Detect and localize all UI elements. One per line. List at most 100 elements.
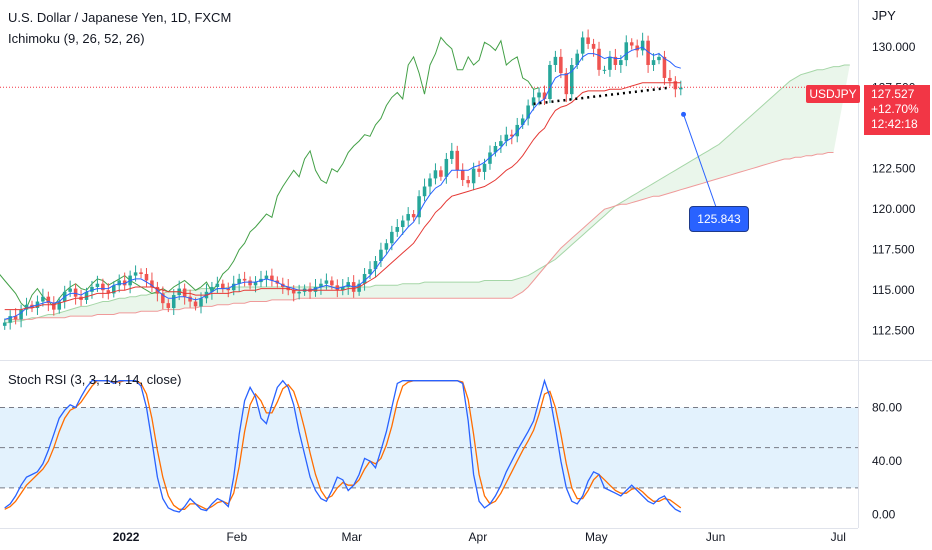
candle-body [493,145,498,153]
price-tick-label: 115.000 [872,283,915,297]
candle-body [417,196,421,218]
candle-body [537,92,541,98]
candle-body [629,42,634,46]
price-readout: 127.527 +12.70% 12:42:18 [864,85,930,135]
candle-body [422,186,427,197]
candle-body [270,275,274,281]
candle-body [357,283,361,292]
time-tick-label: Jun [706,530,725,544]
candle-body [640,40,645,51]
candle-body [646,40,650,65]
candle-body [264,275,269,279]
candle-body [340,286,345,291]
candle-body [161,293,165,304]
candle-body [237,278,241,284]
symbol-badge: USDJPY [806,85,860,103]
price-badge: USDJPY [806,85,862,135]
candle-body [635,45,639,51]
price-tick-label: 117.500 [872,243,915,257]
annotation-pointer [683,114,717,208]
candle-body [248,280,252,286]
candle-body [542,92,547,100]
time-tick-label: May [585,530,608,544]
price-tick-label: 120.000 [872,202,916,216]
price-annotation-label[interactable]: 125.843 [689,206,749,232]
candle-body [319,283,323,287]
candle-body [291,290,296,294]
time-tick-label: Jul [831,530,846,544]
candle-body [651,60,656,65]
stoch-rsi-pane[interactable] [0,378,858,513]
currency-label: JPY [872,8,896,23]
price-pane[interactable] [0,29,858,330]
candle-body [384,243,389,250]
time-tick-label: 2022 [113,530,140,544]
time-tick-label: Apr [469,530,488,544]
candle-body [193,301,198,307]
price-tick-label: 112.500 [872,324,915,338]
candle-body [188,296,192,302]
candle-body [488,152,492,164]
candle-body [504,134,509,142]
stoch-rsi-legend[interactable]: Stoch RSI (3, 3, 14, 14, close) [8,372,182,387]
candle-body [520,118,525,125]
candle-body [395,227,400,232]
candle-body [57,301,62,310]
percent-change: +12.70% [871,102,919,116]
candle-body [482,163,487,172]
candle-body [150,280,154,287]
rsi-tick-label: 0.00 [872,508,896,522]
candle-body [553,56,558,65]
ichimoku-legend[interactable]: Ichimoku (9, 26, 52, 26) [8,31,145,46]
candle-body [673,81,678,90]
chikou-span-line [0,36,540,309]
last-price: 127.527 [871,87,915,101]
candle-body [575,53,579,65]
candle-body [106,290,111,294]
candle-body [73,288,78,297]
trendline-dotted[interactable] [533,86,671,106]
candle-body [324,280,329,284]
candle-body [379,249,383,262]
candle-body [586,37,590,44]
candle-body [101,283,105,291]
candle-body [13,316,18,320]
candle-body [231,283,236,291]
candle-body [679,87,683,90]
candle-body [510,134,514,137]
candle-body [662,56,667,78]
candle-body [411,214,416,218]
time-tick-label: Mar [341,530,362,544]
candle-body [117,280,121,286]
time-tick-label: Feb [226,530,247,544]
price-annotation-text: 125.843 [697,212,741,226]
candle-body [215,283,220,287]
candle-body [90,286,94,292]
bar-countdown: 12:42:18 [871,117,918,131]
candle-body [111,285,116,294]
candle-body [144,273,149,281]
candle-body [242,278,247,281]
candle-body [330,280,334,286]
candle-body [444,158,449,177]
candle-body [335,285,340,291]
symbol-title[interactable]: U.S. Dollar / Japanese Yen, 1D, FXCM [8,10,232,25]
candle-body [619,60,623,65]
candle-body [580,37,585,54]
candle-body [526,105,530,119]
candle-body [373,261,378,270]
candle-body [182,288,187,297]
candle-body [406,214,410,221]
senkou-span-a-line [4,64,850,324]
kijun-sen-line [4,82,681,311]
candle-body [46,296,51,304]
candle-body [41,296,45,302]
candle-body [368,269,372,274]
candle-body [569,64,574,95]
candle-body [19,309,23,320]
candle-body [84,291,89,300]
candle-body [390,231,394,244]
candle-body [602,69,607,71]
candle-body [433,170,438,179]
